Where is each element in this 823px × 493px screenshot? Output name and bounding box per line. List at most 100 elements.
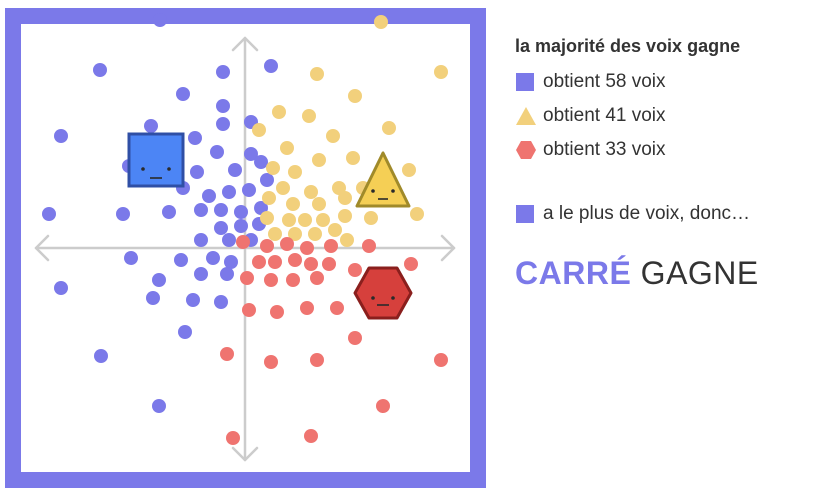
voter-dot-hexagon (286, 273, 300, 287)
voter-dot-triangle (410, 207, 424, 221)
winner-name: CARRÉ (515, 255, 632, 291)
voter-dot-square (146, 291, 160, 305)
voter-dot-square (144, 119, 158, 133)
voter-dot-square (216, 65, 230, 79)
voter-dot-hexagon (220, 347, 234, 361)
voter-dot-square (260, 173, 274, 187)
voter-dot-hexagon (348, 263, 362, 277)
voter-dot-triangle (434, 65, 448, 79)
voter-dot-hexagon (280, 237, 294, 251)
voter-dot-hexagon (322, 257, 336, 271)
voter-dot-square (188, 131, 202, 145)
voter-dot-triangle (316, 213, 330, 227)
voter-dot-square (153, 13, 167, 27)
voter-dot-triangle (382, 121, 396, 135)
voter-dot-square (202, 189, 216, 203)
square-candidate[interactable] (127, 132, 185, 188)
voter-dot-square (190, 165, 204, 179)
voter-dot-square (116, 207, 130, 221)
legend-title: la majorité des voix gagne (515, 36, 741, 56)
voter-dot-triangle (338, 209, 352, 223)
voter-dot-triangle (348, 89, 362, 103)
voter-dot-square (162, 205, 176, 219)
square-candidate-eye-right (167, 167, 171, 171)
voter-dot-square (228, 163, 242, 177)
triangle-candidate-eye-left (371, 189, 375, 193)
voter-dot-hexagon (300, 241, 314, 255)
voter-dot-square (194, 203, 208, 217)
voter-dot-triangle (310, 67, 324, 81)
voter-dot-square (234, 219, 248, 233)
legend-label-hexagon: obtient 33 voix (543, 139, 666, 160)
voter-dot-square (264, 59, 278, 73)
voter-dot-hexagon (404, 257, 418, 271)
voter-dot-triangle (302, 109, 316, 123)
voter-dot-hexagon (240, 271, 254, 285)
square-candidate-body[interactable] (127, 132, 185, 188)
axis-arrow-left (34, 234, 50, 262)
voter-dot-hexagon (236, 235, 250, 249)
voter-dot-hexagon (264, 273, 278, 287)
hexagon-candidate-body[interactable] (353, 266, 413, 320)
voter-dot-square (176, 87, 190, 101)
voter-dot-hexagon (376, 399, 390, 413)
voter-dot-hexagon (310, 353, 324, 367)
voter-dot-hexagon (310, 271, 324, 285)
voter-dot-hexagon (242, 303, 256, 317)
triangle-candidate-body[interactable] (355, 151, 411, 208)
triangle-candidate[interactable] (355, 151, 411, 208)
voter-dot-square (206, 251, 220, 265)
voter-dot-triangle (280, 141, 294, 155)
voter-dot-triangle (402, 163, 416, 177)
voter-dot-hexagon (304, 257, 318, 271)
legend: la majorité des voix gagne obtient 58 vo… (515, 33, 815, 293)
voter-dot-hexagon (362, 239, 376, 253)
voter-dot-triangle (364, 211, 378, 225)
voter-dot-square (220, 267, 234, 281)
voter-dot-hexagon (348, 331, 362, 345)
voter-map (5, 8, 486, 488)
voter-dot-square (152, 273, 166, 287)
voter-dot-triangle (304, 185, 318, 199)
voter-dot-triangle (298, 213, 312, 227)
voter-dot-triangle (276, 181, 290, 195)
voter-dot-hexagon (324, 239, 338, 253)
voter-dot-triangle (312, 153, 326, 167)
voter-dot-hexagon (268, 255, 282, 269)
voter-dot-triangle (312, 197, 326, 211)
voter-dot-square (210, 145, 224, 159)
voter-dot-square (152, 399, 166, 413)
hexagon-candidate[interactable] (353, 266, 413, 320)
result-verb: GAGNE (640, 255, 759, 291)
voter-dot-square (194, 267, 208, 281)
voter-dot-square (186, 293, 200, 307)
voter-dot-square (214, 221, 228, 235)
voter-dot-hexagon (270, 305, 284, 319)
voter-dot-triangle (338, 191, 352, 205)
voter-dot-hexagon (330, 301, 344, 315)
voter-dot-square (224, 255, 238, 269)
voter-dot-square (242, 183, 256, 197)
voters-layer (42, 13, 448, 445)
voter-dot-square (194, 233, 208, 247)
voter-dot-triangle (288, 165, 302, 179)
voter-dot-triangle (374, 15, 388, 29)
voting-diagram (5, 8, 486, 488)
voter-dot-hexagon (304, 429, 318, 443)
voter-dot-square (216, 99, 230, 113)
winner-note-label: a le plus de voix, donc… (543, 203, 751, 224)
voter-dot-square (216, 117, 230, 131)
square-candidate-eye-left (141, 167, 145, 171)
voter-dot-square (94, 349, 108, 363)
voter-dot-square (93, 63, 107, 77)
axis-arrow-up (231, 36, 259, 52)
voter-dot-square (222, 185, 236, 199)
voter-dot-triangle (328, 223, 342, 237)
voter-dot-triangle (262, 191, 276, 205)
axis-arrow-right (440, 234, 456, 262)
axis-arrow-down (231, 446, 259, 462)
voter-dot-triangle (340, 233, 354, 247)
voter-dot-triangle (272, 105, 286, 119)
legend-label-square: obtient 58 voix (543, 71, 666, 92)
voter-dot-hexagon (260, 239, 274, 253)
